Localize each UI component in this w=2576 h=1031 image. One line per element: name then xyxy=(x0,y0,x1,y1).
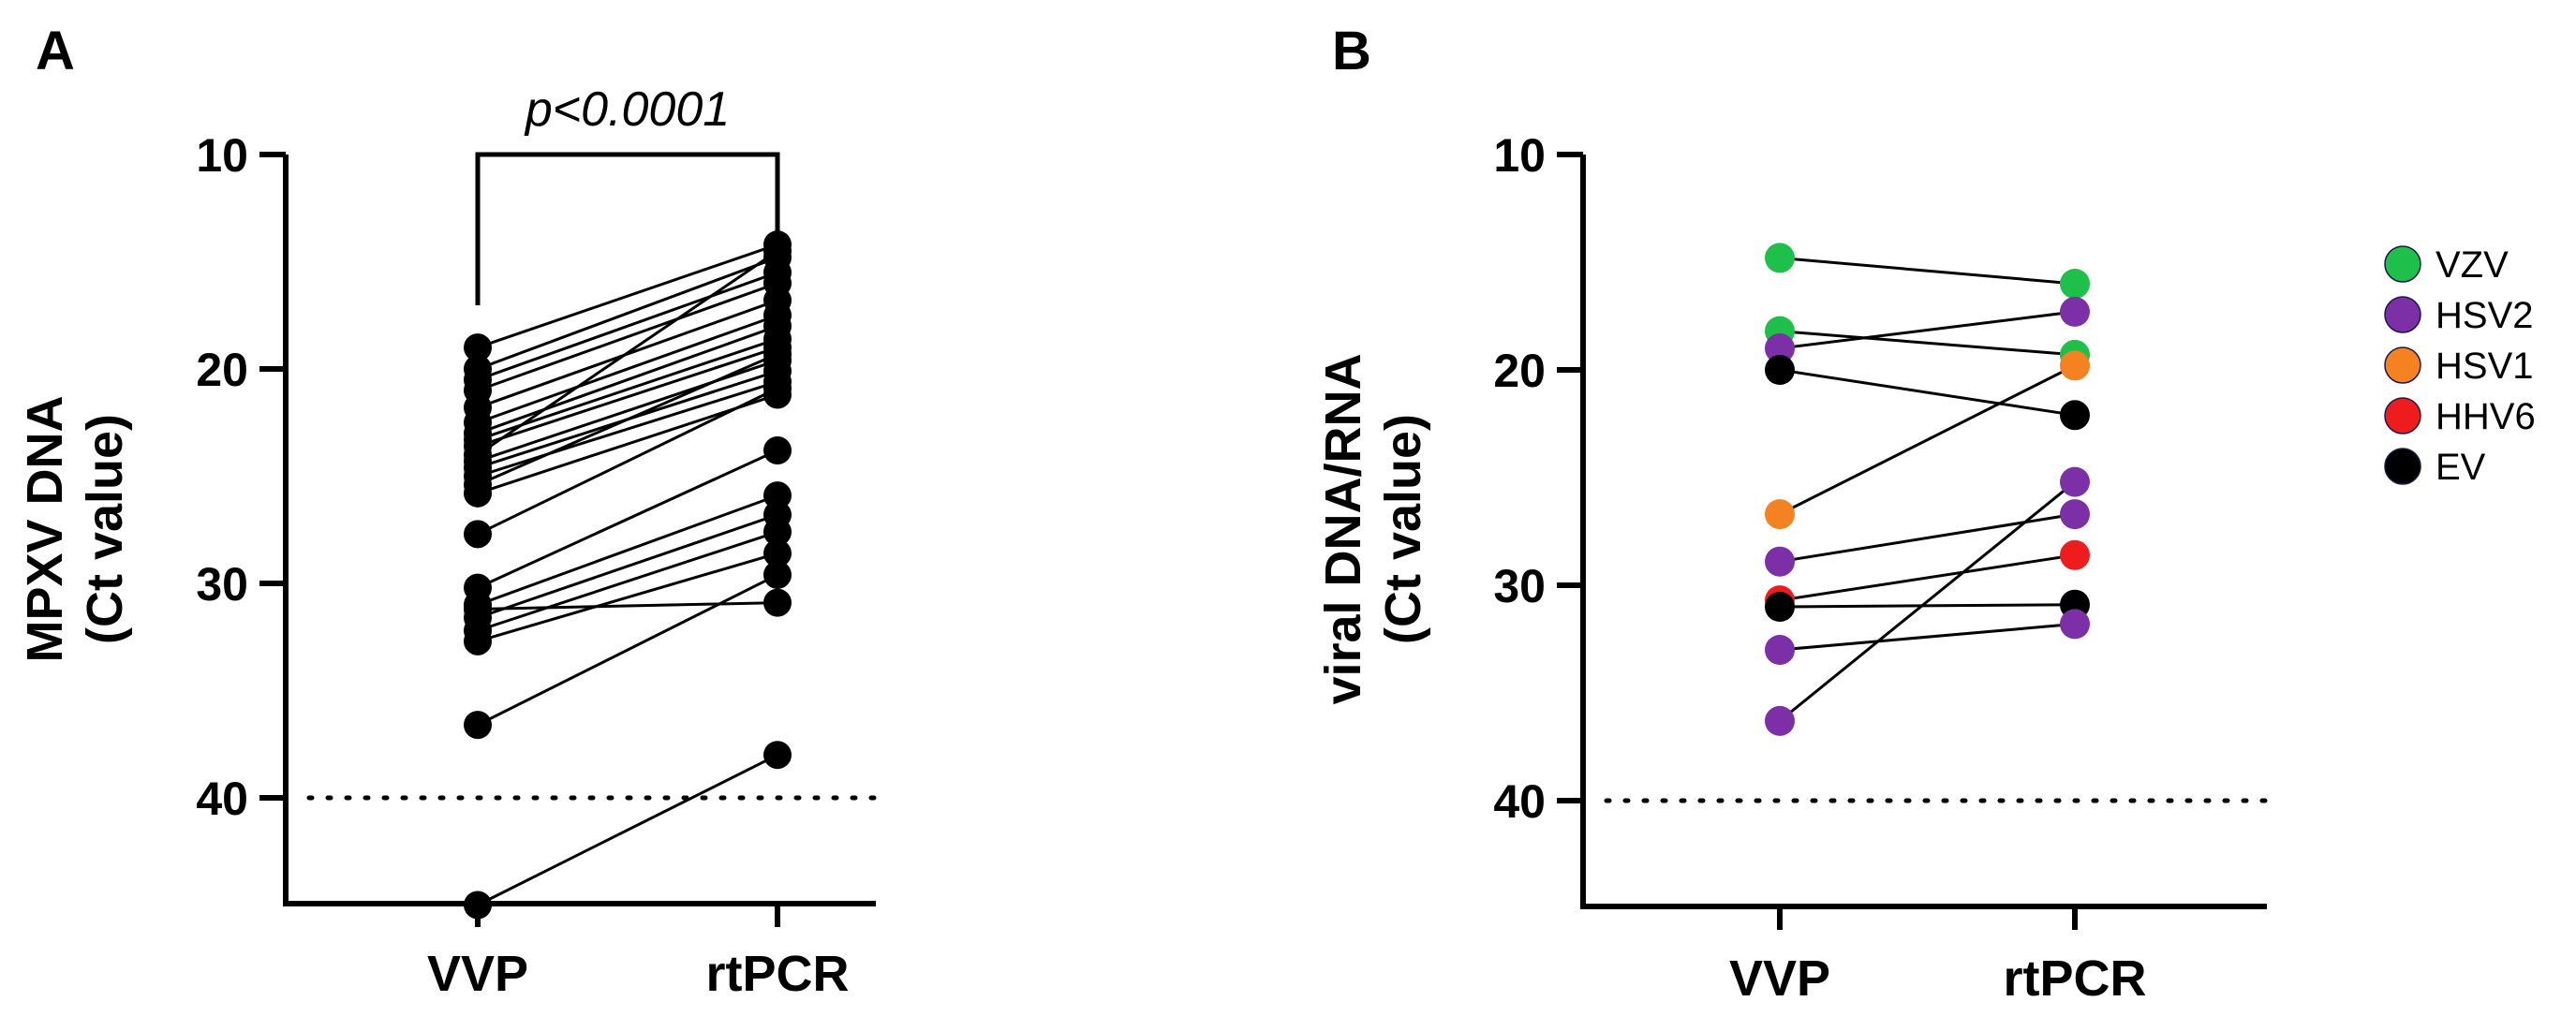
panel-a-pair-line xyxy=(477,573,778,727)
panel-a-y-tick-label: 20 xyxy=(196,344,248,396)
panel-a-point-rtpcr xyxy=(763,741,792,770)
panel-b-x-label-rtpcr: rtPCR xyxy=(2003,950,2146,1007)
panel-a-chart: VVP rtPCR MPXV DNA (Ct value) p<0.0001 1… xyxy=(17,82,888,1002)
legend-marker-vzv xyxy=(2384,245,2421,283)
legend-label-hsv2: HSV2 xyxy=(2435,295,2534,336)
panel-a-pair-line xyxy=(477,513,778,620)
panel-b-y-title-line1: viral DNA/RNA xyxy=(1315,353,1371,704)
legend-marker-hsv1 xyxy=(2384,346,2421,384)
panel-b-pair-line xyxy=(1779,364,2076,516)
panel-b-pair-line xyxy=(1779,368,2076,417)
panel-b-point-rtpcr xyxy=(2060,499,2090,530)
legend-marker-hhv6 xyxy=(2384,397,2421,434)
p-value-annotation: p<0.0001 xyxy=(524,82,730,137)
panel-b-point-rtpcr xyxy=(2060,609,2090,640)
panel-a-point-vvp xyxy=(464,595,492,624)
panel-b-y-title-line2: (Ct value) xyxy=(1375,414,1431,644)
panel-a-x-label-vvp: VVP xyxy=(427,946,528,1002)
panel-b-pair-line xyxy=(1779,553,2076,602)
panel-a-pair-line xyxy=(477,530,778,632)
panel-a-x-label-rtpcr: rtPCR xyxy=(705,946,849,1002)
panel-a-pair-line xyxy=(477,387,778,536)
panel-a-pair-line xyxy=(477,380,778,478)
panel-b-pair-line xyxy=(1779,256,2076,286)
panel-a-pair-line xyxy=(477,352,778,487)
panel-a-pair-line xyxy=(477,493,778,607)
significance-bracket xyxy=(475,152,780,305)
legend-marker-ev xyxy=(2384,448,2421,485)
legend-label-hsv1: HSV1 xyxy=(2435,346,2534,387)
panel-a-pair-line xyxy=(477,314,778,424)
panel-b-point-vvp xyxy=(1765,333,1795,363)
panel-a-point-vvp xyxy=(464,711,492,740)
panel-b-point-rtpcr xyxy=(2060,296,2090,327)
panel-a-point-vvp xyxy=(464,520,492,549)
panel-a-point-vvp xyxy=(464,333,492,362)
panel-a-y-tick-label: 10 xyxy=(196,129,248,182)
panel-b-point-vvp xyxy=(1765,243,1795,273)
panel-a-y-tick-label: 40 xyxy=(196,773,248,825)
panel-b-pair-line xyxy=(1779,512,2076,564)
panel-b-y-tick-label: 10 xyxy=(1493,129,1546,182)
panel-a-pair-line xyxy=(477,552,778,643)
panel-b-y-tick-label: 40 xyxy=(1493,775,1546,828)
panel-a-pair-line xyxy=(477,601,778,611)
panel-a-pair-line xyxy=(477,243,778,349)
panel-a-pair-line xyxy=(477,249,778,456)
panel-a-point-rtpcr xyxy=(763,588,792,617)
panel-b-pair-line xyxy=(1779,480,2076,723)
panel-a-pair-line xyxy=(477,271,778,381)
panel-a-point-rtpcr xyxy=(763,518,792,547)
panel-b-point-rtpcr xyxy=(2060,400,2090,431)
panel-b-point-vvp xyxy=(1765,355,1795,385)
panel-b-point-vvp xyxy=(1765,592,1795,622)
panel-a-point-vvp xyxy=(464,479,492,508)
panel-a-pair-line xyxy=(477,753,778,906)
panel-b-point-rtpcr xyxy=(2060,539,2090,570)
panel-a-point-rtpcr xyxy=(763,436,792,465)
panel-b-chart: VVP rtPCR viral DNA/RNA (Ct value) 10 20 3… xyxy=(1315,129,2279,1007)
panel-b-point-rtpcr xyxy=(2060,269,2090,299)
panel-b-point-vvp xyxy=(1765,635,1795,665)
panel-a-pair-line xyxy=(477,281,778,392)
panel-b-pair-line xyxy=(1779,603,2076,609)
panel-b-point-rtpcr xyxy=(2060,466,2090,497)
panel-b-point-vvp xyxy=(1765,705,1795,736)
legend-label-hhv6: HHV6 xyxy=(2435,396,2536,437)
panel-b-y-tick-label: 20 xyxy=(1493,345,1546,397)
legend-label-vzv: VZV xyxy=(2435,244,2509,286)
panel-a-point-rtpcr xyxy=(763,237,792,266)
panel-b-y-tick-label: 30 xyxy=(1493,560,1546,612)
panel-a-y-tick-label: 30 xyxy=(196,558,248,611)
panel-a-point-rtpcr xyxy=(763,560,792,589)
panel-b-point-vvp xyxy=(1765,499,1795,530)
panel-b-pair-line xyxy=(1779,330,2076,357)
panel-a-point-rtpcr xyxy=(763,538,792,567)
panel-a-point-vvp xyxy=(464,626,492,655)
panel-a-pair-line xyxy=(477,324,778,435)
legend-marker-hsv2 xyxy=(2384,296,2421,333)
panel-a-point-rtpcr xyxy=(763,339,792,368)
panel-a-y-title-line2: (Ct value) xyxy=(77,414,133,644)
panel-a-letter: A xyxy=(36,21,75,81)
panel-a-pair-line xyxy=(477,449,778,589)
panel-a-point-vvp xyxy=(464,891,492,920)
panel-b-legend: VZV HSV2 HSV1 HHV6 EV xyxy=(2384,244,2536,488)
panel-a-pair-line xyxy=(477,346,778,448)
panel-b-x-label-vvp: VVP xyxy=(1729,950,1830,1007)
legend-label-ev: EV xyxy=(2435,447,2486,488)
panel-b-pair-line xyxy=(1779,622,2076,652)
panel-a-point-rtpcr xyxy=(763,481,792,510)
panel-a-pair-line xyxy=(477,337,778,441)
panel-b-point-vvp xyxy=(1765,546,1795,577)
panel-b-pair-line xyxy=(1779,310,2076,350)
panel-a-y-title-line1: MPXV DNA xyxy=(17,395,73,662)
panel-b-letter: B xyxy=(1332,21,1371,81)
panel-b-point-rtpcr xyxy=(2060,350,2090,381)
panel-a-point-rtpcr xyxy=(763,374,792,403)
panel-a-pair-line xyxy=(477,256,778,371)
